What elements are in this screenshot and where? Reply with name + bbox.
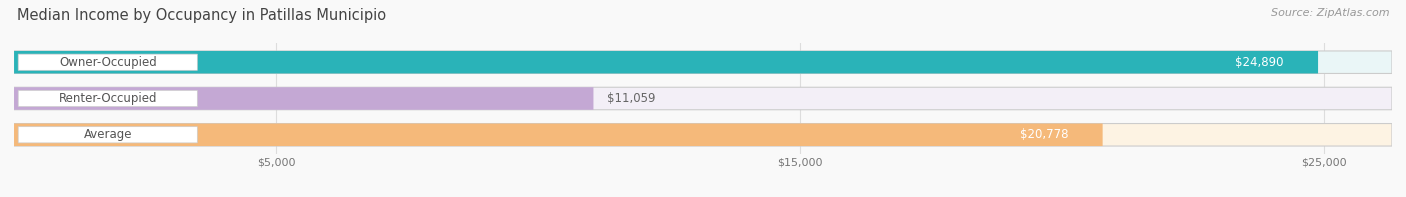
FancyBboxPatch shape — [1208, 54, 1312, 70]
FancyBboxPatch shape — [18, 90, 197, 107]
FancyBboxPatch shape — [993, 127, 1095, 143]
Text: Median Income by Occupancy in Patillas Municipio: Median Income by Occupancy in Patillas M… — [17, 8, 387, 23]
FancyBboxPatch shape — [14, 87, 1392, 110]
Text: Owner-Occupied: Owner-Occupied — [59, 56, 156, 69]
Text: $24,890: $24,890 — [1236, 56, 1284, 69]
FancyBboxPatch shape — [14, 87, 593, 110]
Text: $11,059: $11,059 — [607, 92, 655, 105]
Text: Renter-Occupied: Renter-Occupied — [59, 92, 157, 105]
FancyBboxPatch shape — [14, 51, 1392, 73]
Text: Average: Average — [83, 128, 132, 141]
Text: Source: ZipAtlas.com: Source: ZipAtlas.com — [1271, 8, 1389, 18]
Text: $20,778: $20,778 — [1019, 128, 1069, 141]
FancyBboxPatch shape — [14, 124, 1102, 146]
FancyBboxPatch shape — [14, 124, 1392, 146]
FancyBboxPatch shape — [18, 54, 197, 70]
FancyBboxPatch shape — [18, 127, 197, 143]
FancyBboxPatch shape — [14, 51, 1317, 73]
